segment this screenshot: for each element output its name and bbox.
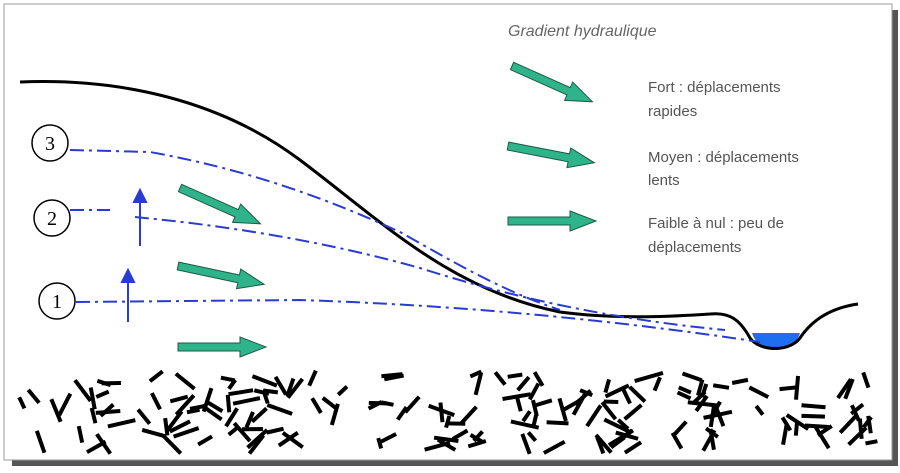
rock-fragment xyxy=(534,417,536,424)
legend-text: Moyen : déplacements xyxy=(648,149,799,166)
legend-text: rapides xyxy=(648,103,697,120)
rock-fragment xyxy=(510,375,521,377)
title: Gradient hydraulique xyxy=(508,23,657,40)
rock-fragment xyxy=(379,440,381,447)
legend-text: Fort : déplacements xyxy=(648,79,781,96)
rock-fragment xyxy=(606,381,609,390)
rock-fragment xyxy=(383,403,392,405)
rock-fragment xyxy=(441,405,443,421)
rock-fragment xyxy=(79,428,82,441)
legend-text: déplacements xyxy=(648,239,741,256)
rock-fragment xyxy=(869,418,871,431)
rock-fragment xyxy=(165,420,167,433)
rock-fragment xyxy=(549,422,567,423)
rock-fragment xyxy=(734,380,746,382)
rock-fragment xyxy=(533,402,536,414)
level-label: 2 xyxy=(47,208,57,230)
legend-text: Faible à nul : peu de xyxy=(648,215,784,232)
frame-shadow xyxy=(892,10,898,466)
rock-fragment xyxy=(383,374,400,376)
rock-fragment xyxy=(804,405,824,407)
level-label: 3 xyxy=(45,133,55,155)
rock-fragment xyxy=(256,391,267,394)
rock-fragment xyxy=(782,387,797,389)
rock-fragment xyxy=(867,442,875,444)
rock-fragment xyxy=(228,397,229,410)
level-label: 1 xyxy=(52,291,62,313)
diagram: Gradient hydraulique Fort : déplacements… xyxy=(0,0,900,468)
rock-fragment xyxy=(796,425,797,434)
rock-fragment xyxy=(436,438,456,441)
rock-fragment xyxy=(803,416,822,417)
rock-fragment xyxy=(715,386,727,388)
rock-fragment xyxy=(223,378,233,380)
rock-fragment xyxy=(189,410,198,412)
frame-shadow xyxy=(12,460,896,466)
rock-fragment xyxy=(98,411,119,413)
rock-fragment xyxy=(92,410,95,421)
legend-text: lents xyxy=(648,172,680,189)
